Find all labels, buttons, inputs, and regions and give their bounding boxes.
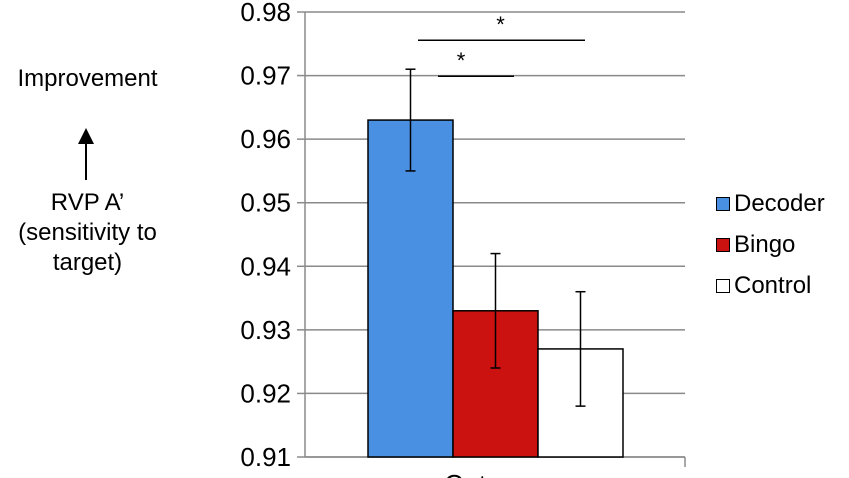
legend-label-bingo: Bingo: [734, 231, 796, 258]
legend-item-control: Control: [716, 272, 811, 300]
y-tick-label: 0.98: [240, 0, 291, 27]
legend-label-control: Control: [734, 272, 812, 299]
y-tick-label: 0.95: [240, 188, 291, 218]
y-tick-label: 0.92: [240, 378, 291, 408]
y-axis-title-line-2: (sensitivity to: [18, 219, 157, 246]
bar-bingo: [452, 310, 539, 458]
up-arrow-icon: [78, 128, 94, 180]
bar-control: [537, 348, 624, 458]
legend-label-decoder: Decoder: [734, 190, 825, 217]
y-tick-label: 0.97: [240, 61, 291, 91]
legend-item-decoder: Decoder: [716, 190, 825, 218]
bar-decoder: [367, 119, 454, 458]
legend-swatch-bingo: [716, 238, 730, 252]
y-tick-label: 0.96: [240, 124, 291, 154]
legend-item-bingo: Bingo: [716, 231, 795, 259]
significance-star: *: [496, 12, 505, 37]
x-category-label: Outcome: [444, 469, 550, 478]
significance-star: *: [457, 48, 466, 73]
y-axis-title-line-1: RVP A’: [50, 189, 125, 216]
y-axis-title-line-3: target): [52, 249, 123, 276]
y-tick-label: 0.94: [240, 251, 291, 281]
legend-swatch-control: [716, 279, 730, 293]
legend-swatch-decoder: [716, 197, 730, 211]
y-axis-title: RVP A’ (sensitivity to target): [0, 188, 175, 278]
improvement-label: Improvement: [17, 65, 158, 92]
y-tick-label: 0.91: [240, 442, 291, 472]
y-tick-label: 0.93: [240, 315, 291, 345]
